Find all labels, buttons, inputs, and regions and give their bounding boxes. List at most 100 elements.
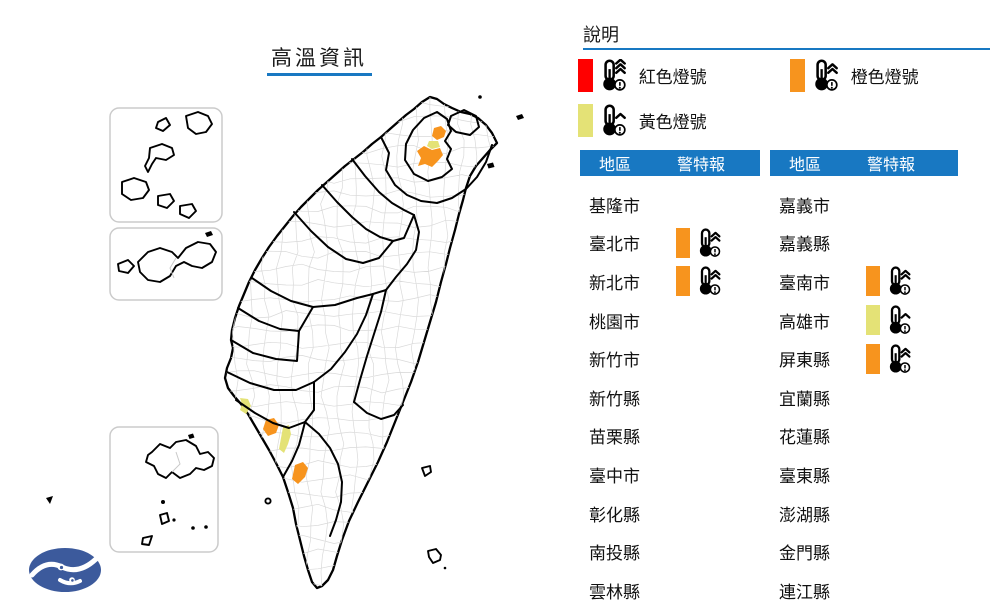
logo-swirl-curl-center	[59, 565, 64, 570]
matsu-islet	[157, 193, 175, 209]
region-name: 基隆市	[589, 196, 640, 216]
islet-dot	[46, 496, 53, 504]
legend-color-swatch	[578, 104, 593, 137]
table-row: 屏東縣	[770, 339, 958, 378]
inset-kinmen-island[interactable]	[109, 227, 223, 301]
thermometer-icon	[699, 266, 721, 296]
column-header-region: 地區	[789, 157, 822, 174]
table-row: 新竹縣	[580, 378, 760, 417]
warning-color-bar	[676, 266, 690, 297]
table-row: 金門縣	[770, 532, 958, 571]
table-row: 苗栗縣	[580, 417, 760, 456]
table-row: 雲林縣	[580, 571, 760, 610]
thermometer-icon	[889, 344, 911, 373]
region-name: 南投縣	[589, 544, 640, 564]
penghu-islet-dot	[188, 433, 195, 439]
table-row: 基隆市	[580, 185, 760, 224]
kinmen-islet	[117, 259, 135, 274]
inset-penghu-islands[interactable]	[109, 426, 219, 553]
table-row: 花蓮縣	[770, 417, 958, 456]
warning-cell	[866, 262, 912, 301]
kinmen-islet-dot	[205, 231, 213, 237]
thermometer-icon	[889, 305, 911, 334]
warning-cell	[866, 301, 912, 340]
region-name: 連江縣	[779, 582, 830, 602]
penghu-islet	[141, 535, 153, 546]
legend-item-red: 紅色燈號	[578, 57, 790, 94]
region-name: 金門縣	[779, 544, 830, 564]
penghu-islet-dot	[204, 525, 208, 529]
legend: 紅色燈號 橙色燈號 黃色燈號	[578, 57, 998, 139]
table-row: 高雄市	[770, 301, 958, 340]
table-row: 桃園市	[580, 301, 760, 340]
region-name: 花蓮縣	[779, 428, 830, 448]
table-row: 嘉義縣	[770, 224, 958, 263]
thermometer-icon	[603, 104, 626, 136]
warning-table-west: 地區 警特報 基隆市 臺北市 新北市 桃園市 新竹市 新竹縣 苗栗縣 臺中市 彰化縣 南投縣雲…	[580, 150, 760, 610]
warning-cell	[676, 262, 722, 301]
warning-color-bar	[866, 343, 880, 374]
table-row: 臺中市	[580, 455, 760, 494]
column-header-warning: 警特報	[867, 157, 916, 174]
region-name: 臺東縣	[779, 466, 830, 486]
patch-taipei-basin[interactable]	[417, 146, 443, 167]
table-row: 宜蘭縣	[770, 378, 958, 417]
region-name: 澎湖縣	[779, 505, 830, 525]
lamay-island	[264, 497, 272, 505]
column-header-warning: 警特報	[677, 157, 726, 174]
region-name: 高雄市	[779, 312, 830, 332]
legend-label: 黃色燈號	[638, 113, 707, 132]
patch-pingtung[interactable]	[292, 462, 308, 484]
table-row: 臺東縣	[770, 455, 958, 494]
table-header: 地區 警特報	[770, 150, 958, 176]
thermometer-icon	[889, 266, 911, 296]
mianhua-islet-dot	[516, 114, 524, 120]
legend-separator-line	[583, 48, 990, 50]
patch-taipei-north[interactable]	[432, 126, 446, 140]
patch-kaohsiung[interactable]	[279, 425, 291, 453]
table-row: 澎湖縣	[770, 494, 958, 533]
taiwan-main-island[interactable]	[208, 92, 510, 604]
logo-cloud-swirl-lower	[58, 578, 82, 586]
region-name: 新竹市	[589, 351, 640, 371]
penghu-islet-dot	[191, 526, 195, 530]
table-row: 新竹市	[580, 339, 760, 378]
kinmen-main-island	[137, 241, 217, 283]
legend-item-yellow: 黃色燈號	[578, 102, 790, 139]
matsu-islet	[155, 117, 171, 132]
region-name: 臺中市	[589, 466, 640, 486]
matsu-islet	[144, 143, 175, 173]
warning-cell	[676, 224, 722, 263]
penghu-islet-dot	[161, 500, 165, 504]
kinmen-township-line	[169, 257, 177, 279]
region-name: 新竹縣	[589, 389, 640, 409]
legend-title: 說明	[583, 25, 619, 45]
table-row: 臺南市	[770, 262, 958, 301]
thermometer-icon	[815, 59, 838, 91]
taiwan-map[interactable]	[0, 0, 565, 613]
islet-dot	[443, 566, 447, 570]
green-island	[421, 465, 432, 477]
inset-matsu-islands[interactable]	[109, 107, 223, 223]
region-name: 嘉義市	[779, 196, 830, 216]
warning-color-bar	[866, 305, 880, 336]
table-body: 基隆市 臺北市 新北市 桃園市 新竹市 新竹縣 苗栗縣 臺中市 彰化縣 南投縣 雲林縣	[580, 185, 760, 610]
region-name: 臺南市	[779, 273, 830, 293]
region-name: 桃園市	[589, 312, 640, 332]
warning-patches	[240, 126, 446, 484]
keelung-islet-dot	[487, 162, 495, 169]
logo-swirl-curl-center	[71, 579, 74, 582]
table-row: 連江縣	[770, 571, 958, 610]
patch-tainan-inland[interactable]	[263, 418, 279, 436]
region-name: 屏東縣	[779, 351, 830, 371]
region-name: 宜蘭縣	[779, 389, 830, 409]
warning-color-bar	[676, 227, 690, 258]
cwb-logo[interactable]	[29, 548, 101, 592]
patch-taipei-mid[interactable]	[427, 141, 440, 149]
matsu-islet	[179, 203, 197, 219]
offshore-islands	[46, 95, 524, 570]
warning-color-bar	[866, 266, 880, 297]
table-row: 臺北市	[580, 224, 760, 263]
region-name: 苗栗縣	[589, 428, 640, 448]
